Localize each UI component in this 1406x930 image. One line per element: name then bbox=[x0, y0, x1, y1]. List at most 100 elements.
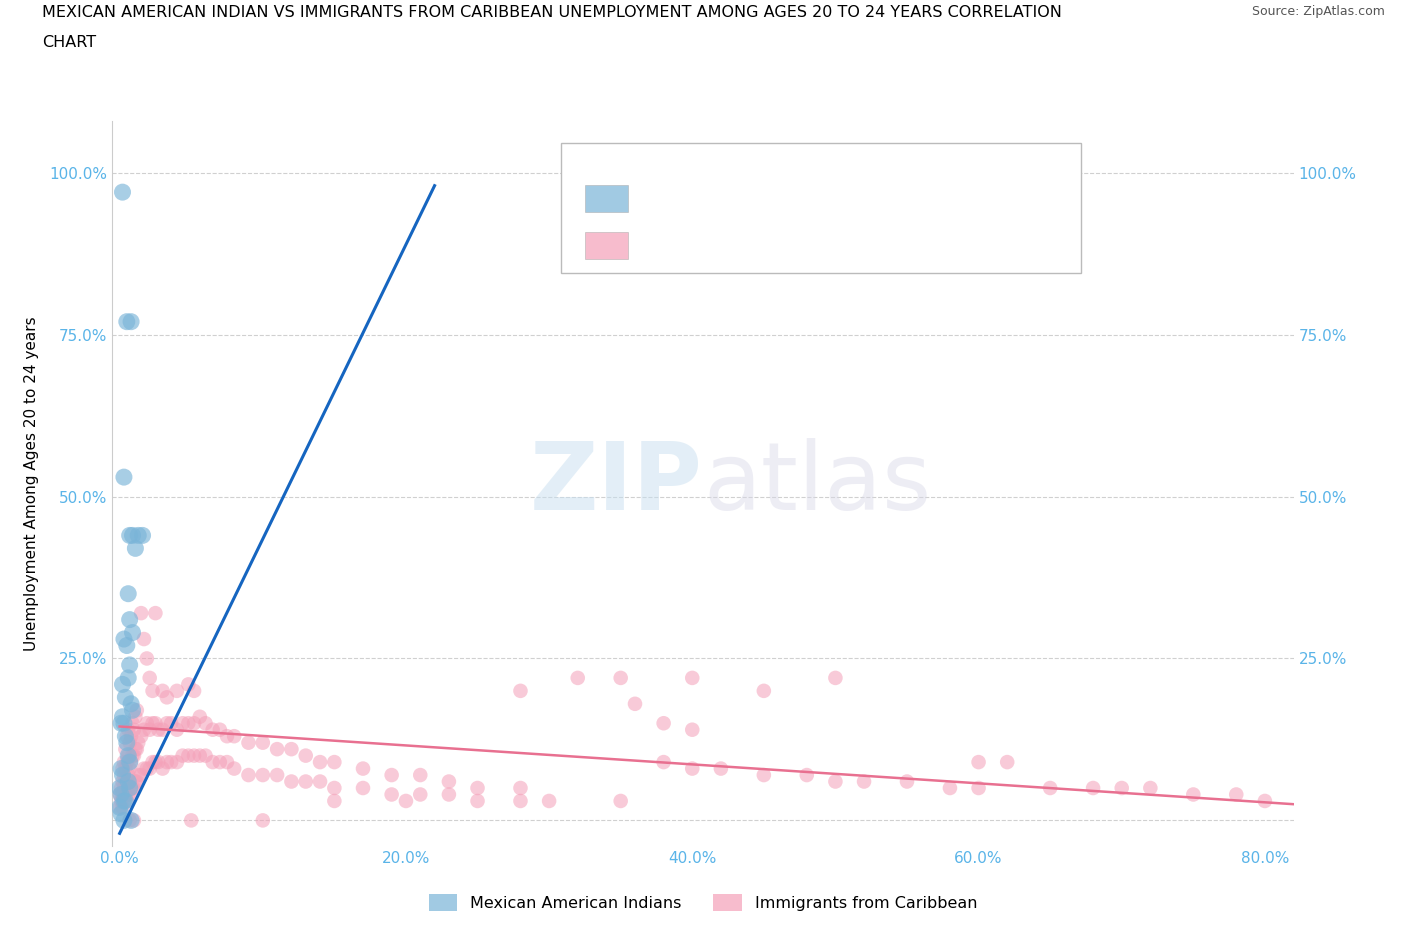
Text: R =  0.762   N =  39: R = 0.762 N = 39 bbox=[645, 193, 863, 210]
Point bbox=[112, 793, 135, 808]
Point bbox=[111, 761, 134, 776]
Point bbox=[118, 780, 141, 795]
Point bbox=[208, 754, 231, 769]
Point bbox=[135, 716, 157, 731]
Point bbox=[121, 625, 143, 640]
Point bbox=[115, 736, 138, 751]
Point bbox=[111, 185, 134, 200]
Point bbox=[120, 813, 142, 828]
Point bbox=[125, 774, 148, 789]
Point bbox=[111, 800, 134, 815]
Point bbox=[252, 813, 274, 828]
Point bbox=[111, 787, 134, 802]
Point bbox=[309, 774, 332, 789]
Point bbox=[201, 723, 224, 737]
Point bbox=[177, 748, 200, 763]
Point bbox=[215, 729, 238, 744]
Point bbox=[1139, 780, 1161, 795]
Point bbox=[124, 541, 146, 556]
Point bbox=[238, 736, 260, 751]
Point bbox=[117, 774, 139, 789]
Point bbox=[111, 677, 134, 692]
Point bbox=[110, 761, 132, 776]
Point bbox=[1254, 793, 1277, 808]
Point bbox=[110, 793, 132, 808]
Point bbox=[177, 677, 200, 692]
Point bbox=[114, 742, 136, 757]
Point bbox=[409, 767, 432, 782]
Point bbox=[120, 754, 142, 769]
Point bbox=[117, 586, 139, 601]
Point bbox=[166, 754, 188, 769]
Point bbox=[114, 774, 136, 789]
Point bbox=[172, 748, 194, 763]
Point bbox=[145, 605, 167, 620]
Point bbox=[148, 723, 170, 737]
Point bbox=[252, 736, 274, 751]
Point bbox=[710, 761, 733, 776]
Point bbox=[120, 697, 142, 711]
Point bbox=[114, 690, 136, 705]
Point bbox=[145, 716, 167, 731]
Point bbox=[124, 742, 146, 757]
Point bbox=[118, 761, 141, 776]
Point bbox=[122, 723, 145, 737]
Point bbox=[115, 774, 138, 789]
Point bbox=[112, 631, 135, 646]
Point bbox=[118, 612, 141, 627]
Point bbox=[652, 716, 675, 731]
Point bbox=[148, 754, 170, 769]
Point bbox=[110, 780, 132, 795]
Point bbox=[115, 793, 138, 808]
Point bbox=[122, 780, 145, 795]
Point bbox=[135, 651, 157, 666]
Point bbox=[252, 767, 274, 782]
Point bbox=[509, 684, 531, 698]
Point bbox=[156, 716, 179, 731]
Point bbox=[652, 754, 675, 769]
Point bbox=[125, 742, 148, 757]
Point bbox=[112, 780, 135, 795]
Point bbox=[238, 767, 260, 782]
Point bbox=[266, 742, 288, 757]
Point bbox=[995, 754, 1018, 769]
Point bbox=[131, 528, 153, 543]
Point bbox=[117, 723, 139, 737]
Point bbox=[142, 684, 165, 698]
FancyBboxPatch shape bbox=[585, 232, 628, 259]
Point bbox=[681, 671, 703, 685]
Point bbox=[117, 767, 139, 782]
Point bbox=[129, 767, 152, 782]
Point bbox=[114, 793, 136, 808]
Point bbox=[294, 774, 316, 789]
Point bbox=[138, 671, 160, 685]
Point bbox=[127, 528, 149, 543]
Point bbox=[127, 736, 149, 751]
Point bbox=[215, 754, 238, 769]
Point bbox=[177, 716, 200, 731]
Point bbox=[224, 729, 246, 744]
Point bbox=[896, 774, 918, 789]
Point bbox=[567, 671, 589, 685]
Point bbox=[824, 671, 846, 685]
Point bbox=[118, 787, 141, 802]
Point bbox=[194, 748, 217, 763]
Point bbox=[188, 748, 211, 763]
Point bbox=[117, 671, 139, 685]
Point bbox=[172, 716, 194, 731]
Point bbox=[120, 780, 142, 795]
Point bbox=[108, 787, 131, 802]
Text: CHART: CHART bbox=[42, 35, 96, 50]
Point bbox=[118, 736, 141, 751]
Point bbox=[467, 793, 489, 808]
Point bbox=[118, 754, 141, 769]
FancyBboxPatch shape bbox=[561, 142, 1081, 273]
Point bbox=[1039, 780, 1062, 795]
FancyBboxPatch shape bbox=[585, 185, 628, 211]
Point bbox=[112, 813, 135, 828]
Point bbox=[437, 774, 460, 789]
Point bbox=[409, 787, 432, 802]
Point bbox=[112, 754, 135, 769]
Point bbox=[138, 761, 160, 776]
Point bbox=[467, 780, 489, 795]
